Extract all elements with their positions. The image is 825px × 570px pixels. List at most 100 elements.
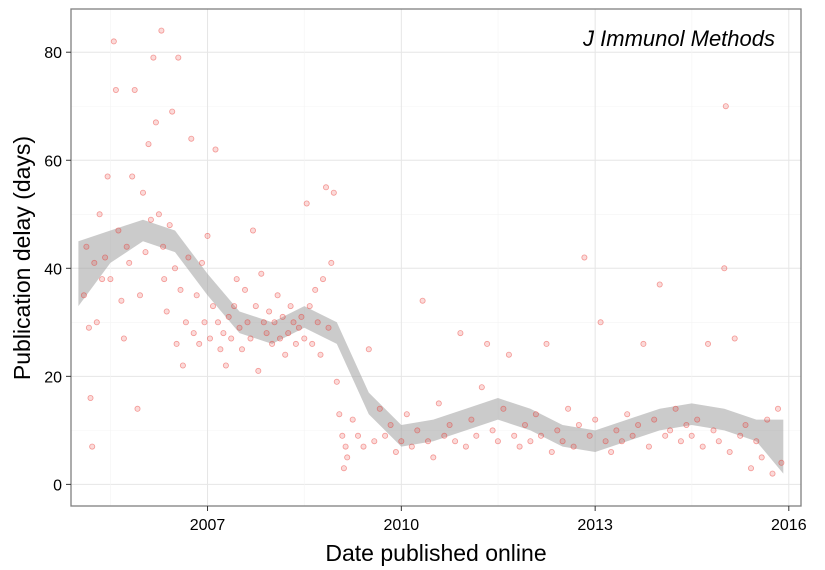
data-point <box>99 276 106 283</box>
data-point <box>255 367 262 374</box>
data-point <box>360 443 367 450</box>
data-point <box>371 438 378 445</box>
y-axis-title: Publication delay (days) <box>9 136 35 380</box>
data-point <box>640 340 647 347</box>
data-point <box>365 346 372 353</box>
data-point <box>565 405 572 412</box>
data-point <box>123 243 130 250</box>
y-tick-label: 0 <box>53 477 62 494</box>
x-tick-label: 2016 <box>771 517 807 534</box>
data-point <box>96 211 103 218</box>
data-point <box>344 454 351 461</box>
data-point <box>575 421 582 428</box>
data-point <box>430 454 437 461</box>
data-point <box>667 427 674 434</box>
data-point <box>247 335 254 342</box>
data-point <box>309 340 316 347</box>
data-point <box>145 141 152 148</box>
data-point <box>592 416 599 423</box>
data-point <box>387 421 394 428</box>
data-point <box>710 427 717 434</box>
data-point <box>166 222 173 229</box>
data-point <box>597 319 604 326</box>
data-point <box>175 54 182 61</box>
data-point <box>258 270 265 277</box>
data-point <box>214 319 221 326</box>
data-point <box>457 330 464 337</box>
data-point <box>435 400 442 407</box>
data-point <box>80 292 87 299</box>
data-point <box>158 27 165 34</box>
data-point <box>312 286 319 293</box>
data-point <box>349 416 356 423</box>
data-point <box>249 227 256 234</box>
data-point <box>340 465 347 472</box>
data-point <box>83 243 90 250</box>
data-point <box>298 313 305 320</box>
smooth-band <box>78 219 784 474</box>
data-point <box>290 319 297 326</box>
data-point <box>134 405 141 412</box>
data-point <box>136 292 143 299</box>
data-point <box>161 276 168 283</box>
data-point <box>748 465 755 472</box>
data-point <box>93 319 100 326</box>
data-point <box>206 335 213 342</box>
panel-label: J Immunol Methods <box>582 26 775 51</box>
data-point <box>244 319 251 326</box>
data-point <box>505 351 512 358</box>
data-point <box>613 427 620 434</box>
data-point <box>408 443 415 450</box>
data-point <box>173 340 180 347</box>
data-point <box>225 313 232 320</box>
data-point <box>271 319 278 326</box>
data-point <box>126 259 133 266</box>
data-point <box>764 416 771 423</box>
data-point <box>104 173 111 180</box>
data-point <box>651 416 658 423</box>
data-point <box>731 335 738 342</box>
y-tick-label: 60 <box>44 153 62 170</box>
data-point <box>618 438 625 445</box>
data-point <box>392 448 399 455</box>
data-point <box>231 303 238 310</box>
data-point <box>209 303 216 310</box>
data-point <box>241 286 248 293</box>
data-point <box>238 346 245 353</box>
data-point <box>131 87 138 94</box>
data-point <box>662 432 669 439</box>
data-point <box>527 438 534 445</box>
data-point <box>317 351 324 358</box>
data-point <box>656 281 663 288</box>
data-point <box>87 394 94 401</box>
data-point <box>263 330 270 337</box>
data-point <box>473 432 480 439</box>
data-point <box>726 448 733 455</box>
data-point <box>276 335 283 342</box>
data-points <box>80 27 785 477</box>
data-point <box>705 340 712 347</box>
data-point <box>196 340 203 347</box>
data-point <box>85 324 92 331</box>
data-point <box>91 259 98 266</box>
data-point <box>769 470 776 477</box>
x-tick-label: 2010 <box>384 517 420 534</box>
data-point <box>222 362 229 369</box>
data-point <box>285 330 292 337</box>
data-point <box>198 259 205 266</box>
data-point <box>236 324 243 331</box>
data-point <box>452 438 459 445</box>
data-point <box>303 200 310 207</box>
data-point <box>322 184 329 191</box>
data-point <box>252 303 259 310</box>
data-point <box>699 443 706 450</box>
data-point <box>672 405 679 412</box>
x-tick-label: 2007 <box>190 517 226 534</box>
data-point <box>441 432 448 439</box>
data-point <box>110 38 117 45</box>
data-point <box>775 405 782 412</box>
data-point <box>602 438 609 445</box>
data-point <box>635 421 642 428</box>
